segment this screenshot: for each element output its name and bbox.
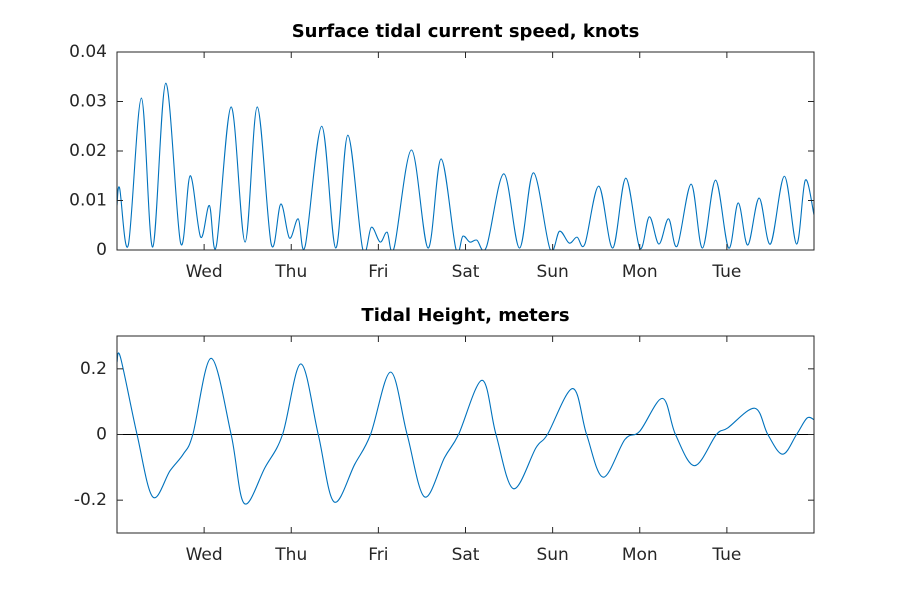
y-tick-label: 0.03: [69, 92, 107, 112]
data-line: [117, 352, 814, 505]
x-tick-label: Tue: [711, 262, 741, 282]
plot-group: [117, 82, 814, 250]
x-tick-label: Sat: [452, 545, 480, 565]
x-tick-label: Thu: [274, 262, 307, 282]
x-tick-label: Mon: [622, 545, 658, 565]
y-tick-label: 0.02: [69, 141, 107, 161]
x-tick-label: Wed: [186, 262, 223, 282]
y-tick-label: 0.01: [69, 191, 107, 211]
x-tick-label: Sun: [536, 545, 568, 565]
x-tick-label: Fri: [368, 545, 388, 565]
y-tick-label: 0: [96, 240, 107, 260]
y-tick-label: 0.2: [80, 359, 107, 379]
chart-title: Tidal Height, meters: [361, 305, 569, 326]
x-tick-label: Tue: [711, 545, 741, 565]
x-tick-label: Sat: [452, 262, 480, 282]
x-tick-label: Thu: [274, 545, 307, 565]
data-line: [117, 82, 814, 250]
x-tick-label: Wed: [186, 545, 223, 565]
chart-title: Surface tidal current speed, knots: [292, 21, 640, 42]
y-tick-label: 0.04: [69, 42, 107, 62]
y-tick-label: 0: [96, 425, 107, 445]
x-tick-label: Mon: [622, 262, 658, 282]
y-tick-label: -0.2: [74, 490, 107, 510]
x-tick-label: Sun: [536, 262, 568, 282]
plot-group: [117, 352, 814, 505]
plot-area: [117, 52, 814, 250]
x-tick-label: Fri: [368, 262, 388, 282]
